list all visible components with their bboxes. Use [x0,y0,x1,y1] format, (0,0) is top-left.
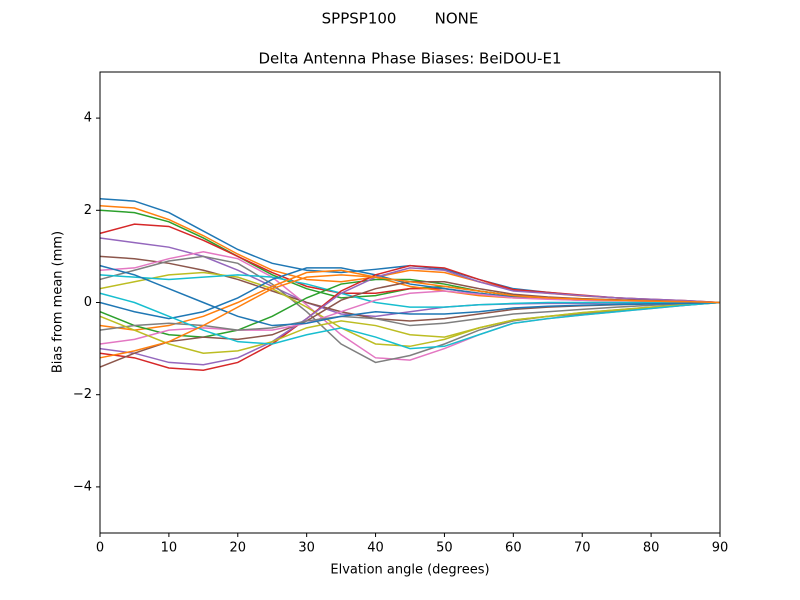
series-line [99,274,721,359]
series-line [99,264,721,327]
x-tick-label: 80 [643,541,660,556]
y-axis-label: Bias from mean (mm) [51,231,66,373]
series-line [99,267,721,366]
x-tick-label: 10 [161,541,178,556]
y-tick-label: 2 [84,203,92,218]
x-tick-label: 50 [436,541,453,556]
y-tick-label: 0 [84,295,92,310]
x-tick-label: 90 [712,541,729,556]
x-tick-label: 30 [298,541,315,556]
y-tick-label: 4 [84,111,92,126]
x-axis-label: Elvation angle (degrees) [330,563,489,578]
series-line [99,301,721,354]
x-tick-label: 0 [96,541,104,556]
series-line [99,255,721,364]
series-line [99,274,720,308]
x-tick-label: 40 [367,541,384,556]
y-tick-label: −2 [73,387,92,402]
series-line [99,292,721,350]
suptitle: SPPSP100 NONE [322,10,479,28]
x-tick-label: 60 [505,541,522,556]
x-tick-label: 70 [574,541,591,556]
y-tick-label: −4 [73,479,92,494]
chart-title: Delta Antenna Phase Biases: BeiDOU-E1 [259,50,562,68]
x-tick-label: 20 [230,541,247,556]
